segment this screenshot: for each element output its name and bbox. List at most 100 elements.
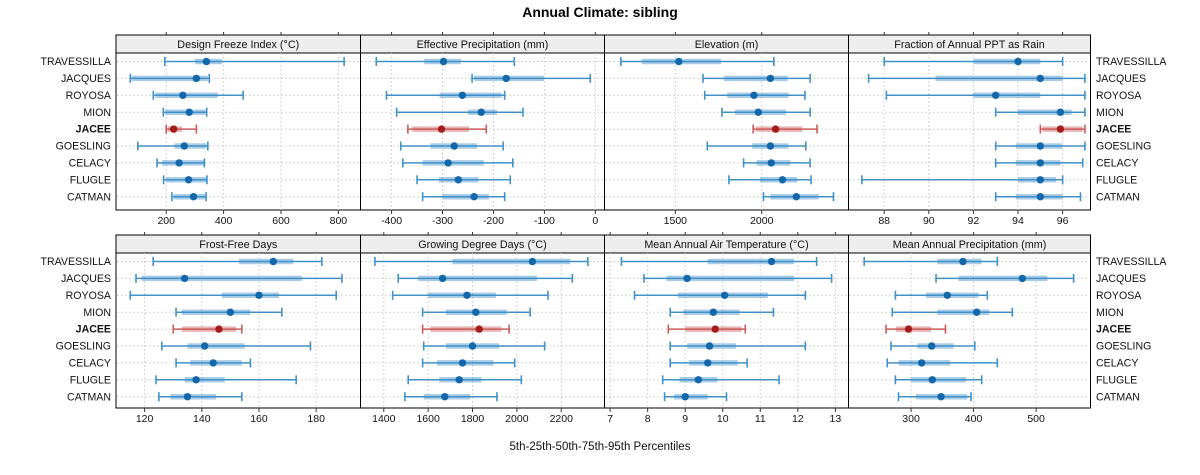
axis-tick-label: 96 (1057, 215, 1069, 227)
median-dot (681, 393, 689, 401)
percentile-glyph-celacy (669, 358, 748, 368)
percentile-glyph-goesling (399, 141, 504, 151)
axis-tick-label: 180 (307, 413, 325, 425)
row-label-left-royosa: ROYOSA (66, 90, 112, 102)
percentile-glyph-celacy (421, 358, 516, 368)
percentile-glyph-mion (421, 307, 531, 317)
percentile-glyph-catman (994, 192, 1082, 202)
percentile-glyph-travessilla (620, 57, 775, 66)
axis-tick-label: 1800 (461, 413, 485, 425)
median-dot (455, 376, 463, 384)
percentile-glyph-jacques (471, 73, 592, 83)
axis-tick-label: -100 (534, 215, 555, 227)
median-dot (169, 125, 178, 133)
percentile-glyph-jacques (935, 273, 1075, 283)
row-label-right-royosa: ROYOSA (1096, 90, 1142, 102)
percentile-glyph-mion (162, 107, 208, 117)
row-label-left-catman: CATMAN (67, 191, 111, 203)
percentile-glyph-catman (897, 392, 972, 402)
percentile-glyph-goesling (422, 341, 546, 351)
axis-tick-label: 600 (272, 215, 290, 227)
axis-tick-label: 8 (645, 413, 651, 425)
row-label-right-catman: CATMAN (1096, 191, 1140, 203)
axis-tick-label: 92 (968, 215, 980, 227)
percentile-glyph-flugle (894, 375, 983, 385)
percentile-glyph-flugle (416, 175, 512, 185)
percentile-glyph-catman (158, 392, 243, 402)
axis-tick-label: -200 (483, 215, 504, 227)
percentile-glyph-travessilla (620, 257, 818, 266)
median-dot (704, 359, 712, 367)
row-label-left-mion: MION (83, 107, 111, 119)
axis-tick-label: 88 (878, 215, 890, 227)
row-label-right-celacy: CELACY (1096, 358, 1138, 370)
percentile-glyph-celacy (886, 358, 999, 368)
median-dot (1036, 142, 1045, 150)
row-label-left-jacques: JACQUES (61, 273, 111, 285)
row-label-left-goesling: GOESLING (56, 341, 111, 353)
row-label-right-jacques: JACQUES (1096, 73, 1146, 85)
percentile-glyph-jacques (135, 273, 343, 283)
percentile-glyph-jacques (397, 273, 574, 283)
median-dot (463, 291, 471, 299)
median-dot (1036, 193, 1045, 201)
panel-strip-title: Elevation (m) (695, 39, 759, 51)
median-dot (179, 91, 187, 100)
percentile-glyph-jacee (885, 324, 947, 334)
row-label-left-jacques: JACQUES (61, 73, 111, 85)
percentile-glyph-jacee (421, 324, 510, 334)
median-dot (675, 57, 683, 66)
axis-tick-label: 90 (923, 215, 935, 227)
percentile-glyph-goesling (994, 141, 1086, 151)
median-dot (972, 308, 981, 316)
median-dot (185, 108, 193, 116)
row-label-left-catman: CATMAN (67, 391, 111, 403)
percentile-glyph-jacques (702, 73, 811, 83)
median-dot (792, 193, 801, 201)
axis-tick-label: 400 (215, 215, 233, 227)
percentile-glyph-jacee (407, 124, 488, 134)
panel-plot-area (848, 52, 1091, 211)
percentile-glyph-celacy (156, 158, 206, 168)
percentile-glyph-flugle (155, 375, 297, 385)
percentile-glyph-travessilla (163, 57, 345, 66)
percentile-glyph-jacee (1039, 124, 1086, 134)
median-dot (766, 74, 775, 83)
axis-tick-label: 7 (607, 413, 613, 425)
panel-growing-degree-days-c: Growing Degree Days (°C) 1400 1600 1800 2000… (360, 232, 605, 425)
percentile-glyph-jacques (643, 273, 833, 283)
median-dot (1036, 159, 1045, 167)
row-label-left-jacee: JACEE (76, 124, 111, 136)
median-dot (209, 359, 217, 367)
percentile-glyph-mion (721, 107, 811, 117)
percentile-glyph-goesling (706, 141, 807, 151)
median-dot (754, 108, 762, 116)
median-dot (904, 325, 913, 333)
percentile-glyph-travessilla (152, 257, 323, 266)
median-dot (711, 325, 719, 333)
percentile-glyph-royosa (885, 90, 1086, 100)
median-dot (766, 142, 775, 150)
row-label-left-mion: MION (83, 307, 111, 319)
median-dot (992, 91, 1000, 100)
percentile-glyph-flugle (162, 175, 208, 185)
median-dot (683, 274, 691, 283)
percentile-glyph-royosa (129, 290, 337, 300)
percentile-glyph-mion (891, 307, 1014, 317)
median-dot (502, 74, 510, 83)
median-dot (959, 257, 967, 266)
median-dot (215, 325, 223, 333)
median-dot (468, 342, 477, 350)
median-dot (444, 159, 452, 167)
percentile-glyph-mion (994, 107, 1086, 117)
row-label-right-travessilla: TRAVESSILLA (1096, 56, 1167, 68)
median-dot (202, 57, 211, 66)
median-dot (226, 308, 235, 316)
percentile-glyph-catman (171, 192, 207, 202)
median-dot (1056, 108, 1065, 116)
row-label-left-celacy: CELACY (69, 358, 111, 370)
row-label-left-flugle: FLUGLE (70, 174, 111, 186)
percentile-glyph-travessilla (863, 257, 999, 266)
median-dot (200, 342, 209, 350)
median-dot (192, 74, 201, 83)
